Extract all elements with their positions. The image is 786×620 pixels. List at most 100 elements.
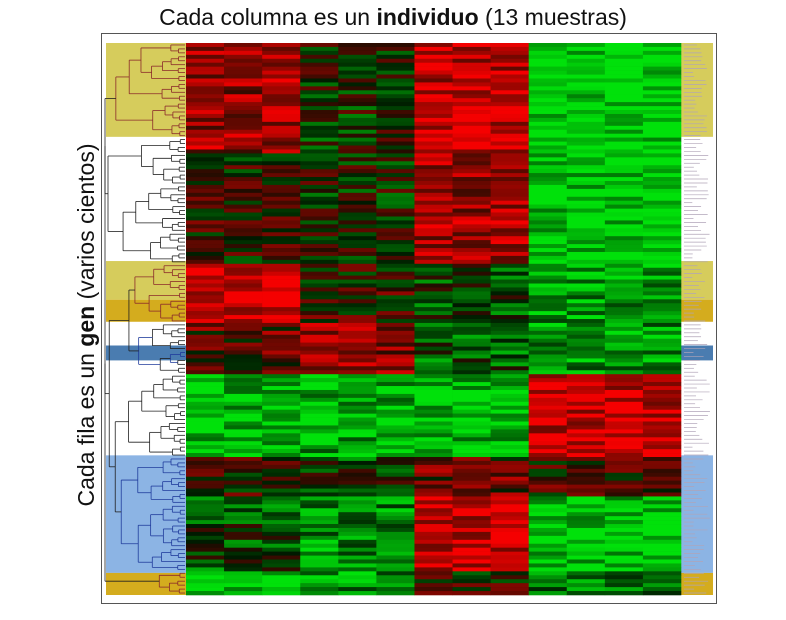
- heatmap-cell: [642, 315, 682, 320]
- heatmap-cell: [262, 543, 301, 548]
- heatmap-cell: [490, 315, 529, 320]
- heatmap-cell: [566, 437, 606, 442]
- heatmap-cell: [300, 500, 339, 505]
- heatmap-cell: [376, 338, 415, 343]
- heatmap-cell: [300, 421, 339, 426]
- heatmap-cell: [452, 279, 491, 284]
- heatmap-cell: [566, 591, 606, 596]
- heatmap-cell: [452, 531, 491, 537]
- heatmap-cell: [376, 330, 415, 336]
- heatmap-cell: [376, 157, 415, 162]
- heatmap-cell: [604, 232, 644, 237]
- heatmap-cell: [186, 244, 225, 249]
- heatmap-cell: [224, 46, 263, 52]
- heatmap-cell: [642, 279, 682, 284]
- heatmap-cell: [490, 137, 529, 142]
- heatmap-cell: [414, 303, 453, 308]
- heatmap-cell: [566, 413, 606, 418]
- heatmap-cell: [490, 58, 529, 64]
- heatmap-cell: [186, 224, 225, 229]
- heatmap-cell: [186, 165, 225, 170]
- heatmap-cell: [186, 425, 225, 430]
- heatmap-cell: [528, 248, 568, 253]
- heatmap-cell: [224, 393, 263, 399]
- heatmap-cell: [452, 228, 491, 233]
- heatmap-cell: [490, 453, 529, 458]
- row-axis-title: Cada fila es un gen (varios cientos): [71, 45, 101, 605]
- heatmap-cell: [338, 551, 377, 556]
- heatmap-cell: [490, 535, 529, 541]
- heatmap-cell: [338, 543, 377, 548]
- heatmap-cell: [490, 90, 529, 95]
- heatmap-cell: [490, 70, 529, 75]
- heatmap-cell: [642, 165, 682, 170]
- heatmap-cell: [414, 441, 453, 446]
- heatmap-cell: [642, 216, 682, 221]
- heatmap-cell: [224, 216, 263, 221]
- heatmap-cell: [604, 133, 644, 138]
- heatmap-cell: [490, 141, 529, 146]
- heatmap-cell: [452, 110, 491, 115]
- heatmap-cell: [414, 449, 453, 454]
- heatmap-cell: [528, 362, 568, 367]
- heatmap-cell: [604, 322, 644, 328]
- heatmap-cell: [528, 492, 568, 497]
- heatmap-cell: [338, 401, 377, 407]
- heatmap-cell: [376, 106, 415, 111]
- heatmap-cell: [642, 307, 682, 312]
- heatmap-cell: [642, 86, 682, 91]
- heatmap-cell: [414, 141, 453, 146]
- heatmap-cell: [528, 74, 568, 79]
- heatmap-cell: [490, 496, 529, 501]
- heatmap-cell: [642, 117, 682, 123]
- heatmap-cell: [338, 421, 377, 426]
- heatmap-cell: [224, 208, 263, 213]
- heatmap-cell: [414, 137, 453, 142]
- heatmap-cell: [490, 204, 529, 209]
- heatmap-cell: [452, 370, 491, 375]
- heatmap-cell: [376, 575, 415, 580]
- heatmap-cell: [642, 334, 682, 340]
- heatmap-cell: [642, 571, 682, 576]
- heatmap-cell: [604, 54, 644, 60]
- heatmap-cell: [224, 315, 263, 320]
- heatmap-cell: [452, 354, 491, 359]
- heatmap-cell: [414, 409, 453, 414]
- heatmap-cell: [300, 516, 339, 521]
- heatmap-cell: [642, 559, 682, 564]
- heatmap-cell: [338, 279, 377, 284]
- heatmap-cell: [528, 429, 568, 434]
- heatmap-cell: [414, 54, 453, 60]
- heatmap-cell: [528, 409, 568, 414]
- heatmap-cell: [566, 370, 606, 375]
- heatmap-cell: [642, 259, 682, 265]
- heatmap-cell: [376, 251, 415, 257]
- heatmap-cell: [186, 220, 225, 225]
- heatmap-cell: [490, 271, 529, 276]
- heatmap-cell: [642, 476, 682, 481]
- heatmap-cell: [604, 78, 644, 83]
- heatmap-cell: [566, 453, 606, 458]
- heatmap-cell: [338, 149, 377, 154]
- heatmap-cell: [338, 480, 377, 485]
- heatmap-cell: [414, 484, 453, 489]
- heatmap-cell: [414, 583, 453, 588]
- heatmap-cell: [224, 445, 263, 450]
- heatmap-cell: [338, 516, 377, 521]
- heatmap-cell: [604, 173, 644, 178]
- heatmap-cell: [262, 311, 301, 316]
- heatmap-cell: [300, 192, 339, 198]
- heatmap-cell: [414, 295, 453, 300]
- heatmap-cell: [338, 263, 377, 269]
- heatmap-cell: [414, 177, 453, 182]
- heatmap-cell: [566, 563, 606, 568]
- heatmap-cell: [186, 169, 225, 174]
- heatmap-cell: [642, 409, 682, 414]
- heatmap-cell: [376, 275, 415, 280]
- heatmap-cell: [452, 184, 491, 190]
- heatmap-cell: [566, 161, 606, 166]
- heatmap-cell: [528, 295, 568, 300]
- heatmap-cell: [604, 58, 644, 64]
- heatmap-cell: [224, 145, 263, 150]
- heatmap-cell: [186, 496, 225, 501]
